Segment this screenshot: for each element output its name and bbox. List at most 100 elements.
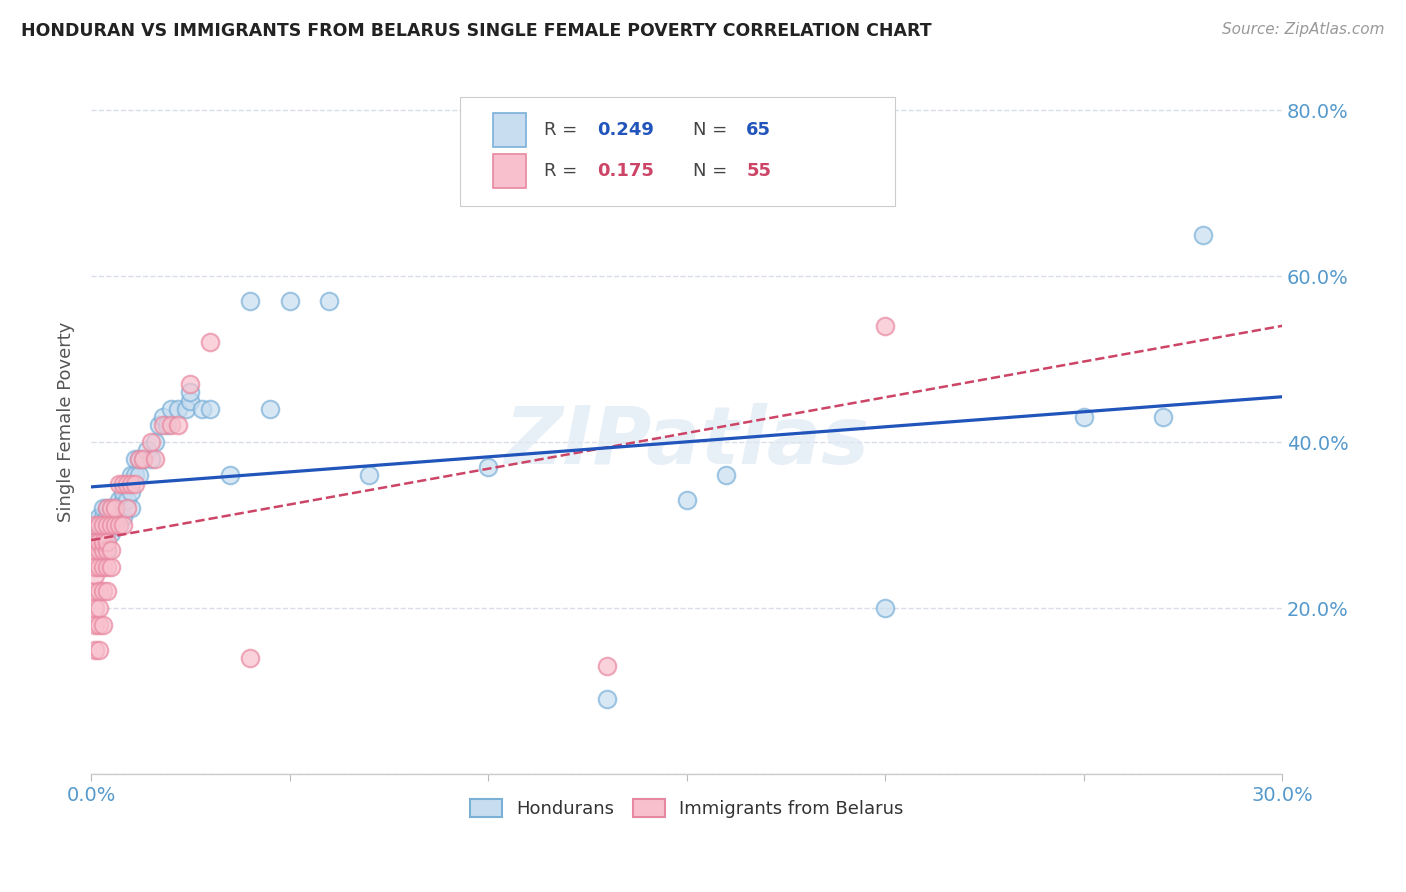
Point [100,518,122,533]
Point [115,476,138,491]
Point [84,534,107,549]
Point [96,534,118,549]
Point [91,617,114,632]
Point [108,493,131,508]
Point [96,518,118,533]
Point [87,534,110,549]
Text: ZIPatlas: ZIPatlas [505,403,869,482]
Point [152,418,174,433]
Point [132,451,155,466]
Point [104,509,127,524]
Point [91,509,114,524]
Text: N =: N = [693,161,733,180]
Point [278,293,301,308]
Point [167,418,190,433]
Y-axis label: Single Female Poverty: Single Female Poverty [58,321,75,522]
Point [176,401,198,416]
Point [100,543,122,558]
Point [91,501,114,516]
Point [96,543,118,558]
Point [124,476,146,491]
Point [108,518,131,533]
Point [139,435,162,450]
Point [179,385,201,400]
Point [115,501,138,516]
Text: HONDURAN VS IMMIGRANTS FROM BELARUS SINGLE FEMALE POVERTY CORRELATION CHART: HONDURAN VS IMMIGRANTS FROM BELARUS SING… [21,22,932,40]
Text: Source: ZipAtlas.com: Source: ZipAtlas.com [1222,22,1385,37]
Point [91,543,114,558]
Point [239,651,262,665]
Point [128,468,150,483]
Point [91,584,114,599]
Text: 0.175: 0.175 [598,161,654,180]
Point [87,509,110,524]
Point [318,293,340,308]
Text: 55: 55 [747,161,772,180]
Point [357,468,380,483]
Point [100,501,122,516]
Point [84,601,107,615]
Legend: Hondurans, Immigrants from Belarus: Hondurans, Immigrants from Belarus [463,791,911,825]
Point [108,509,131,524]
Point [87,617,110,632]
Point [111,484,134,499]
Point [191,401,214,416]
Point [100,559,122,574]
Point [100,501,122,516]
Point [132,451,155,466]
Point [200,335,222,350]
Point [104,518,127,533]
Point [155,418,177,433]
Text: 0.249: 0.249 [598,121,654,139]
Point [87,601,110,615]
Text: R =: R = [544,121,582,139]
Point [1073,410,1095,425]
Point [111,518,134,533]
Point [143,451,166,466]
Point [875,601,897,615]
Point [128,451,150,466]
Point [84,559,107,574]
Point [716,468,738,483]
Point [84,642,107,657]
Point [111,509,134,524]
Point [875,318,897,333]
Point [91,518,114,533]
Point [91,559,114,574]
Point [108,518,131,533]
Point [596,659,619,673]
Point [179,376,201,391]
Point [96,509,118,524]
FancyBboxPatch shape [492,113,526,147]
Point [84,617,107,632]
Point [91,534,114,549]
Point [152,410,174,425]
Point [87,584,110,599]
Point [84,543,107,558]
Point [159,418,181,433]
Point [120,501,142,516]
Point [259,401,281,416]
Point [120,468,142,483]
Point [675,493,697,508]
Point [115,493,138,508]
Point [159,401,181,416]
Point [84,584,107,599]
Point [87,526,110,541]
Point [1152,410,1174,425]
Point [179,393,201,408]
Point [84,518,107,533]
Point [100,526,122,541]
Point [143,435,166,450]
Point [120,476,142,491]
Point [87,642,110,657]
Point [124,468,146,483]
Point [108,476,131,491]
Point [120,484,142,499]
Point [91,518,114,533]
Point [104,501,127,516]
Point [128,451,150,466]
Point [111,493,134,508]
Text: 65: 65 [747,121,772,139]
Point [91,534,114,549]
